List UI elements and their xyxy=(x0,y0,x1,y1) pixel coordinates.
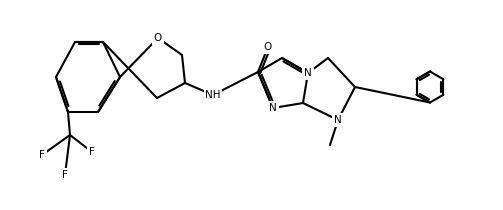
Text: O: O xyxy=(264,42,272,52)
Text: F: F xyxy=(89,147,95,157)
Text: F: F xyxy=(62,170,68,180)
Text: N: N xyxy=(334,115,342,125)
Text: O: O xyxy=(154,33,162,43)
Text: N: N xyxy=(304,68,312,78)
Text: N: N xyxy=(269,103,277,113)
Text: F: F xyxy=(39,150,45,160)
Text: NH: NH xyxy=(205,90,221,100)
